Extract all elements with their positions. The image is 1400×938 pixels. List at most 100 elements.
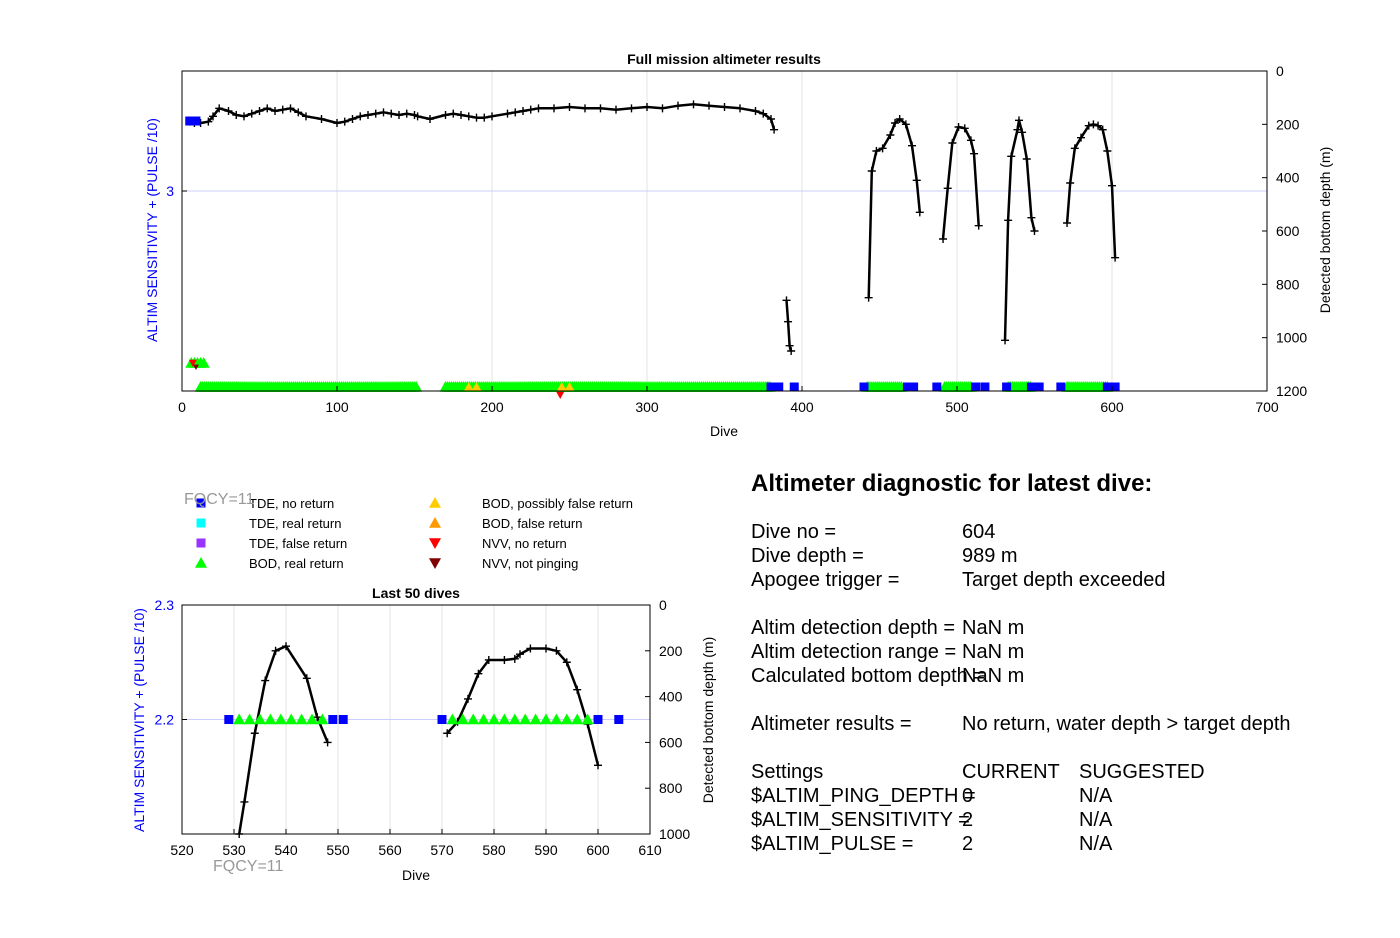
depth-point-marker [209,112,217,121]
tde-no-return-marker [191,116,201,126]
dive-no-value: 604 [962,521,996,543]
depth-point-marker [954,123,963,131]
depth-point-marker [271,646,280,655]
tde-no-return-marker [909,382,919,392]
legend-marker [429,497,441,508]
dive-no-label: Dive no = [751,521,837,543]
y-left-tick-label: 2.2 [155,712,175,728]
tde-no-return-marker [932,382,942,392]
bod-real-return-marker [295,713,308,725]
pulse-suggested: N/A [1079,833,1113,855]
depth-point-marker [333,119,341,127]
bod-real-return-marker [550,713,563,725]
depth-point-marker [313,713,322,722]
tde-no-return-marker [1034,382,1044,392]
x-tick-label: 400 [790,399,814,415]
depth-point-marker [413,112,422,121]
bod-possibly-false-marker [556,382,567,391]
bod-real-return-marker [410,381,423,392]
bod-real-return-marker [508,713,521,725]
bod-real-return-marker [529,713,542,725]
depth-point-marker [864,293,873,302]
depth-point-marker [878,144,887,153]
depth-point-marker [464,112,473,121]
depth-point-marker [1084,121,1093,130]
depth-point-marker [1001,336,1010,345]
tde-no-return-marker [614,715,624,724]
legend-marker [429,517,441,528]
bod-real-return-marker [446,713,459,725]
pulse-label: $ALTIM_PULSE = [751,833,914,855]
depth-point-marker [379,108,388,117]
depth-point-marker [1108,181,1116,190]
depth-point-marker [751,107,760,115]
full-mission-xlabel: Dive [710,423,738,439]
bod-real-return-marker [243,713,256,725]
legend-label: TDE, no return [249,496,334,511]
depth-point-marker [612,105,620,114]
depth-point-marker [627,104,636,113]
ping-depth-suggested: N/A [1079,785,1113,807]
y-right-tick-label: 0 [659,597,667,613]
depth-point-marker [867,167,876,175]
full-mission-axes-box [181,70,1268,392]
depth-point-marker [526,644,535,653]
depth-point-marker [767,115,775,123]
depth-point-marker [250,729,259,738]
depth-series-line [446,647,600,766]
last-50-axes-box [181,604,651,835]
x-tick-label: 300 [635,399,659,415]
depth-point-marker [348,115,357,123]
depth-point-marker [1013,125,1022,134]
tde-no-return-marker [593,715,603,724]
depth-point-marker [908,141,917,150]
tde-no-return-marker [328,715,338,724]
y-right-tick-label: 600 [659,734,683,750]
legend-label: TDE, real return [249,516,341,531]
depth-point-marker [294,108,303,117]
depth-point-marker [689,100,698,109]
y-right-tick-label: 1000 [659,826,690,842]
dive-depth-value: 989 m [962,545,1018,567]
depth-point-marker [464,694,472,703]
depth-point-marker [1089,120,1098,129]
depth-point-marker [785,341,794,350]
settings-label: Settings [751,761,824,783]
y-right-tick-label: 1000 [1276,330,1307,346]
fqcy-label-bottom: FQCY=11 [213,858,284,875]
depth-point-marker [782,296,791,305]
x-tick-label: 0 [178,399,186,415]
depth-point-marker [240,797,249,806]
tde-no-return-marker [859,382,869,392]
last-50-xlabel: Dive [402,867,430,883]
last-50-y2label: Detected bottom depth (m) [700,637,716,804]
bod-real-return-marker [467,713,480,725]
x-tick-label: 520 [170,842,194,858]
depth-point-marker [1111,253,1120,262]
depth-point-marker [948,139,957,147]
depth-point-marker [939,235,948,243]
depth-point-marker [387,109,396,118]
y-right-tick-label: 400 [659,689,683,705]
depth-point-marker [674,101,682,110]
y-right-tick-label: 0 [1276,63,1284,79]
depth-point-marker [966,136,975,145]
legend-marker [196,538,206,548]
depth-point-marker [596,104,605,113]
current-header: CURRENT [962,761,1060,783]
depth-point-marker [278,105,287,114]
x-tick-label: 550 [326,842,350,858]
depth-point-marker [395,111,403,119]
depth-point-marker [510,654,519,663]
depth-point-marker [1103,147,1112,155]
depth-point-marker [895,115,904,123]
depth-point-marker [323,738,332,747]
depth-point-marker [550,104,558,113]
depth-point-marker [1030,227,1039,235]
fqcy-label-top: FQCY=11 [184,491,255,508]
depth-point-marker [770,125,779,134]
depth-point-marker [1007,152,1016,161]
depth-point-marker [224,107,233,115]
bod-real-return-marker [197,357,210,368]
